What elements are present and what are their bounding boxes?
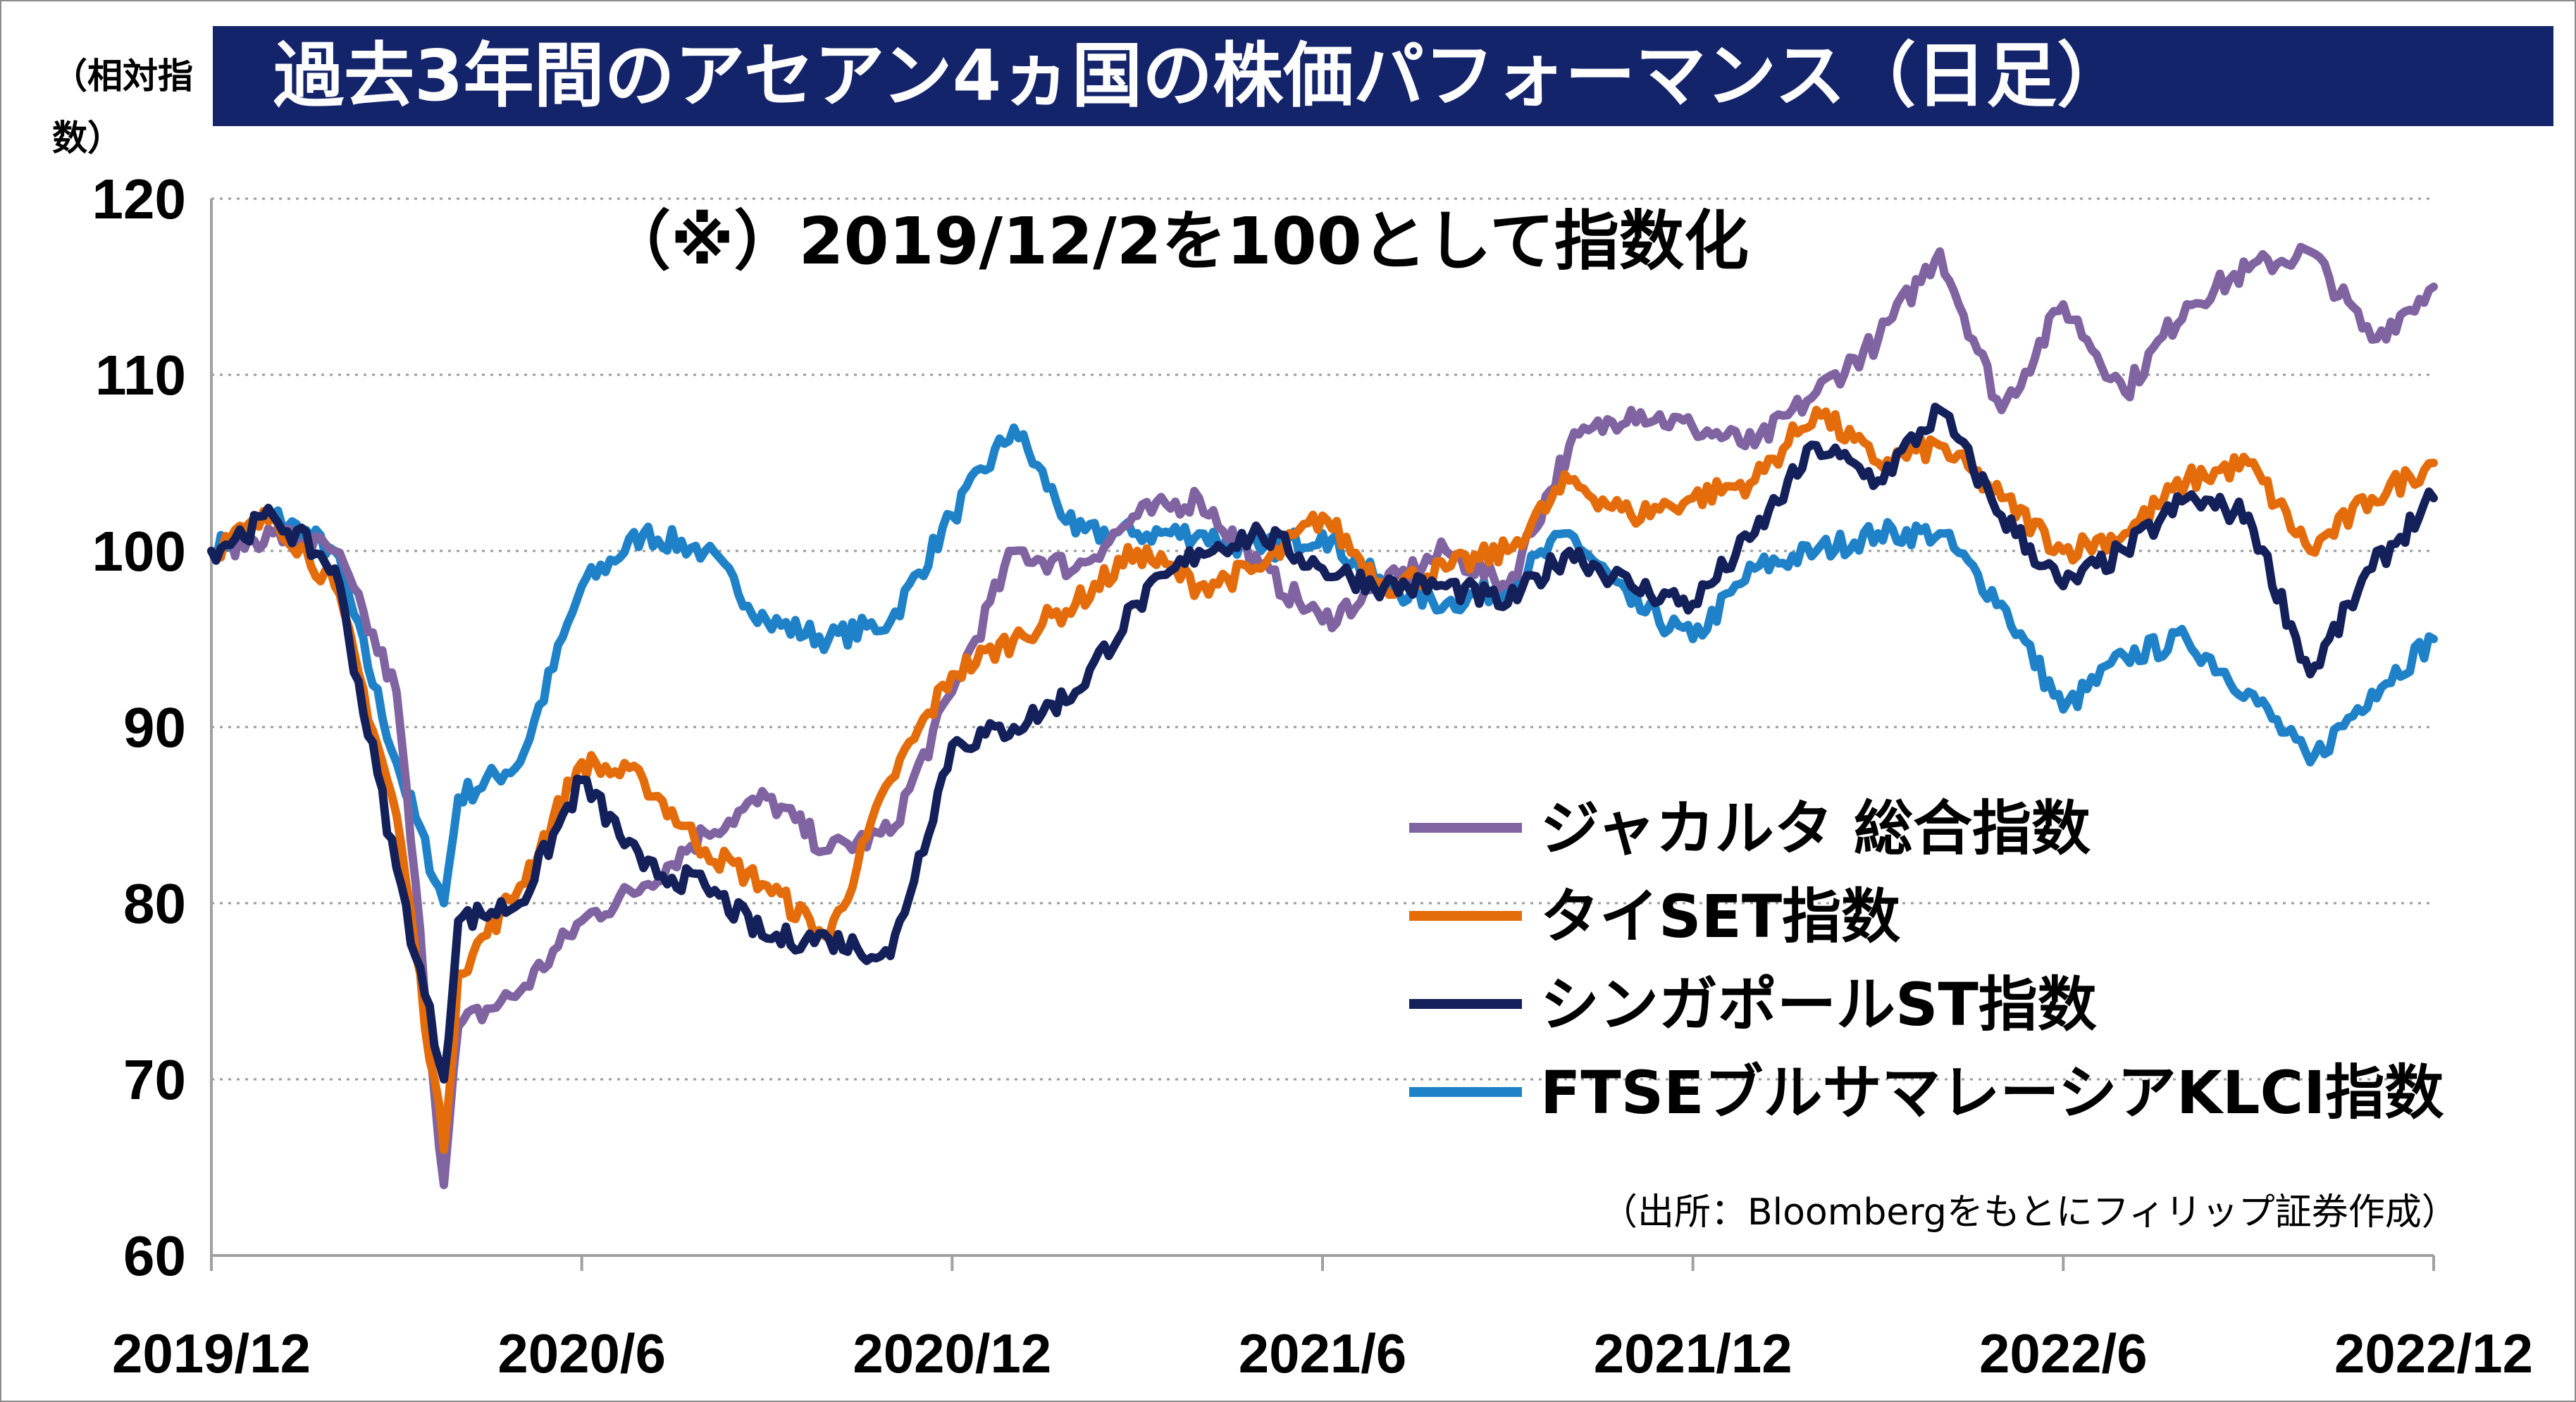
y-tick-label: 90 — [123, 696, 186, 759]
chart-title: 過去3年間のアセアン4ヵ国の株価パフォーマンス（日足） — [213, 26, 2553, 126]
y-tick-label: 100 — [92, 520, 186, 583]
legend-label: FTSEブルサマレーシアKLCI指数 — [1540, 1058, 2444, 1127]
x-tick-label: 2022/6 — [1979, 1322, 2148, 1384]
legend-label: タイSET指数 — [1540, 882, 1900, 951]
y-tick-label: 80 — [123, 872, 186, 935]
x-tick-label: 2020/12 — [853, 1322, 1051, 1384]
x-tick-label: 2019/12 — [112, 1322, 311, 1384]
series-line — [207, 242, 2438, 1189]
axes — [210, 199, 2435, 1271]
y-tick-label: 110 — [95, 344, 186, 407]
x-tick-label: 2022/12 — [2334, 1322, 2533, 1384]
y-tick-labels: 120 110 100 90 80 70 60 — [92, 168, 186, 1287]
legend-label: ジャカルタ 総合指数 — [1540, 794, 2091, 863]
y-tick-label: 60 — [123, 1224, 186, 1287]
grid-lines — [211, 197, 2434, 1081]
legend-label: シンガポールST指数 — [1540, 970, 2097, 1039]
x-tick-label: 2021/12 — [1594, 1322, 1792, 1384]
series-lines — [207, 242, 2438, 1189]
x-tick-label: 2021/6 — [1239, 1322, 1407, 1384]
series-line — [207, 423, 2438, 907]
y-tick-label: 120 — [92, 168, 186, 230]
source-note: （出所：Bloombergをもとにフィリップ証券作成） — [1601, 1191, 2458, 1234]
y-unit-label: （相対指数） — [52, 56, 193, 159]
x-tick-label: 2020/6 — [497, 1322, 666, 1384]
x-tick-labels: 2019/12 2020/6 2020/12 2021/6 2021/12 2022/6 2… — [112, 1322, 2533, 1384]
chart-note: （※）2019/12/2を100として指数化 — [606, 204, 1750, 279]
series-line — [207, 402, 2438, 1084]
series-line — [207, 406, 2438, 1154]
y-tick-label: 70 — [123, 1048, 186, 1111]
